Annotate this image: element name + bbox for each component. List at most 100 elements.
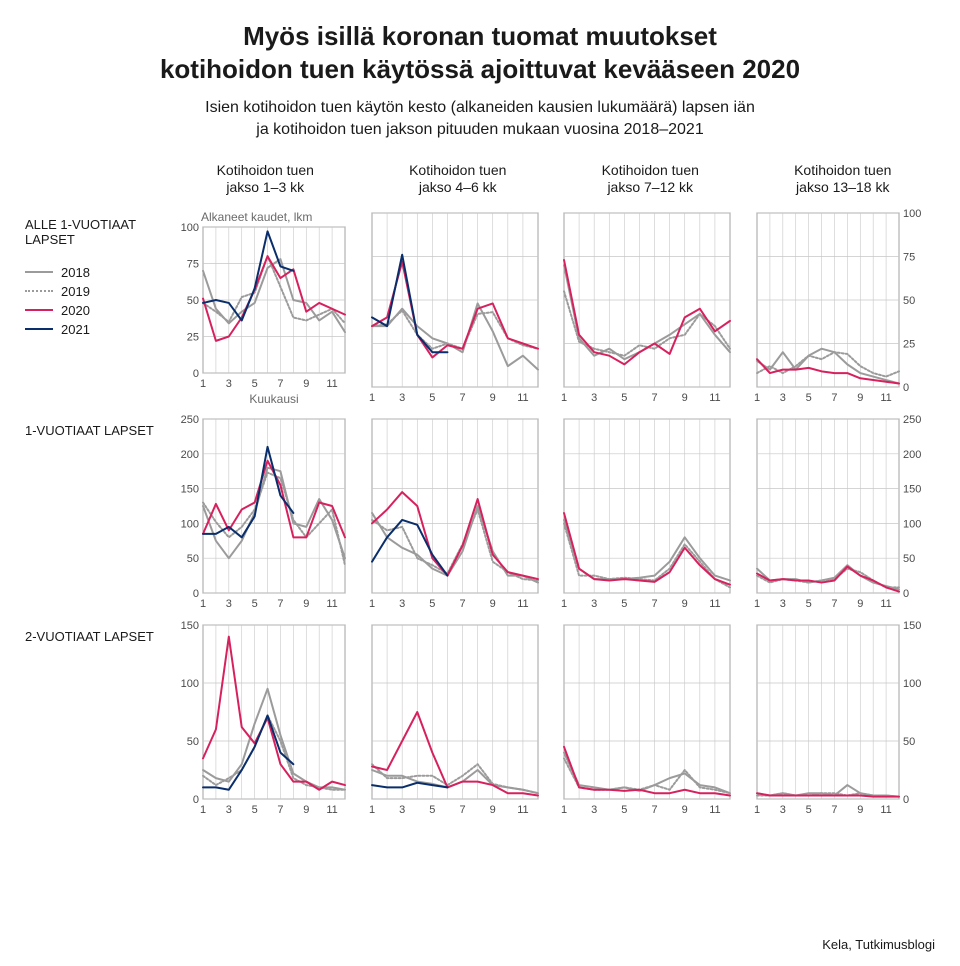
svg-text:3: 3 [226, 598, 232, 610]
svg-text:1: 1 [561, 804, 567, 816]
title-line1: Myös isillä koronan tuomat muutokset [243, 21, 717, 51]
legend-item: 2019 [25, 284, 165, 299]
svg-text:11: 11 [517, 392, 528, 404]
svg-text:0: 0 [193, 588, 199, 600]
svg-text:50: 50 [903, 553, 915, 565]
svg-text:1: 1 [753, 598, 759, 610]
svg-text:1: 1 [561, 598, 567, 610]
row-header-1: ALLE 1-VUOTIAAT LAPSET 2018201920202021 [25, 207, 165, 407]
svg-text:9: 9 [857, 392, 863, 404]
svg-text:11: 11 [880, 392, 891, 404]
svg-text:7: 7 [651, 598, 657, 610]
panel-r1c2: 1357911 [366, 207, 551, 407]
col-header-2: Kotihoidon tuen jakso 4–6 kk [366, 162, 551, 201]
svg-text:7: 7 [277, 378, 283, 390]
svg-text:250: 250 [181, 414, 199, 426]
svg-text:11: 11 [709, 392, 720, 404]
svg-text:3: 3 [399, 804, 405, 816]
svg-text:200: 200 [903, 449, 921, 461]
legend-item: 2021 [25, 322, 165, 337]
col-header-4: Kotihoidon tuen jakso 13–18 kk [751, 162, 936, 201]
svg-text:1: 1 [200, 378, 206, 390]
svg-text:1: 1 [368, 392, 374, 404]
svg-text:0: 0 [193, 368, 199, 380]
svg-text:100: 100 [903, 518, 921, 530]
panel-r3c1: 0501001501357911 [173, 619, 358, 819]
panel-r1c3: 1 3 5 7 9 11 [558, 207, 743, 407]
legend-label: 2021 [61, 322, 90, 337]
svg-text:75: 75 [903, 251, 915, 263]
panel-r2c1: 0501001502002501357911 [173, 413, 358, 613]
svg-text:5: 5 [429, 598, 435, 610]
svg-text:9: 9 [857, 804, 863, 816]
svg-text:1: 1 [368, 804, 374, 816]
svg-text:1: 1 [561, 392, 567, 404]
svg-text:11: 11 [326, 804, 337, 816]
svg-text:Kuukausi: Kuukausi [249, 392, 298, 406]
svg-text:50: 50 [187, 736, 199, 748]
panel-r1c1: 02550751001357911Alkaneet kaudet, lkmKuu… [173, 207, 358, 407]
svg-text:100: 100 [903, 678, 921, 690]
svg-text:150: 150 [903, 483, 921, 495]
svg-text:11: 11 [517, 598, 528, 610]
legend-swatch [25, 328, 53, 330]
svg-text:11: 11 [880, 598, 891, 610]
svg-text:7: 7 [831, 804, 837, 816]
svg-text:250: 250 [903, 414, 921, 426]
svg-text:9: 9 [489, 598, 495, 610]
svg-text:7: 7 [277, 598, 283, 610]
svg-text:3: 3 [226, 378, 232, 390]
svg-text:1: 1 [200, 804, 206, 816]
panel-r3c4: 0501001501357911 [751, 619, 936, 819]
svg-text:7: 7 [831, 392, 837, 404]
svg-text:3: 3 [226, 804, 232, 816]
panel-r2c3: 1357911 [558, 413, 743, 613]
subtitle-line1: Isien kotihoidon tuen käytön kesto (alka… [205, 99, 755, 116]
panel-r3c2: 1357911 [366, 619, 551, 819]
svg-text:150: 150 [181, 620, 199, 632]
svg-text:5: 5 [805, 598, 811, 610]
svg-text:9: 9 [303, 598, 309, 610]
svg-text:1: 1 [753, 804, 759, 816]
svg-text:0: 0 [903, 794, 909, 806]
svg-text:9: 9 [682, 392, 688, 404]
legend-swatch [25, 271, 53, 273]
svg-text:3: 3 [779, 804, 785, 816]
svg-text:9: 9 [489, 804, 495, 816]
svg-text:9: 9 [303, 804, 309, 816]
svg-text:5: 5 [805, 804, 811, 816]
svg-text:1: 1 [368, 598, 374, 610]
svg-text:3: 3 [591, 598, 597, 610]
svg-text:5: 5 [805, 392, 811, 404]
svg-text:11: 11 [709, 598, 720, 610]
svg-text:5: 5 [429, 392, 435, 404]
svg-text:5: 5 [252, 378, 258, 390]
svg-text:5: 5 [621, 392, 627, 404]
source-attribution: Kela, Tutkimusblogi [822, 937, 935, 952]
legend-item: 2018 [25, 265, 165, 280]
svg-text:50: 50 [903, 736, 915, 748]
svg-text:3: 3 [591, 392, 597, 404]
svg-text:100: 100 [903, 208, 921, 220]
svg-text:7: 7 [459, 392, 465, 404]
chart-grid: Kotihoidon tuen jakso 1–3 kk Kotihoidon … [25, 162, 935, 819]
chart-title: Myös isillä koronan tuomat muutokset kot… [25, 20, 935, 85]
svg-text:7: 7 [459, 598, 465, 610]
svg-text:7: 7 [459, 804, 465, 816]
panel-r2c2: 1 3 5 7 9 11 [366, 413, 551, 613]
svg-text:25: 25 [187, 331, 199, 343]
title-line2: kotihoidon tuen käytössä ajoittuvat kevä… [160, 54, 800, 84]
svg-text:3: 3 [779, 598, 785, 610]
legend: 2018201920202021 [25, 265, 165, 337]
svg-text:5: 5 [252, 598, 258, 610]
svg-text:5: 5 [252, 804, 258, 816]
svg-text:75: 75 [187, 258, 199, 270]
svg-text:50: 50 [187, 295, 199, 307]
chart-subtitle: Isien kotihoidon tuen käytön kesto (alka… [25, 97, 935, 142]
svg-text:0: 0 [903, 588, 909, 600]
svg-text:9: 9 [682, 804, 688, 816]
svg-text:5: 5 [621, 804, 627, 816]
svg-text:7: 7 [651, 392, 657, 404]
svg-text:3: 3 [399, 598, 405, 610]
svg-text:25: 25 [903, 338, 915, 350]
